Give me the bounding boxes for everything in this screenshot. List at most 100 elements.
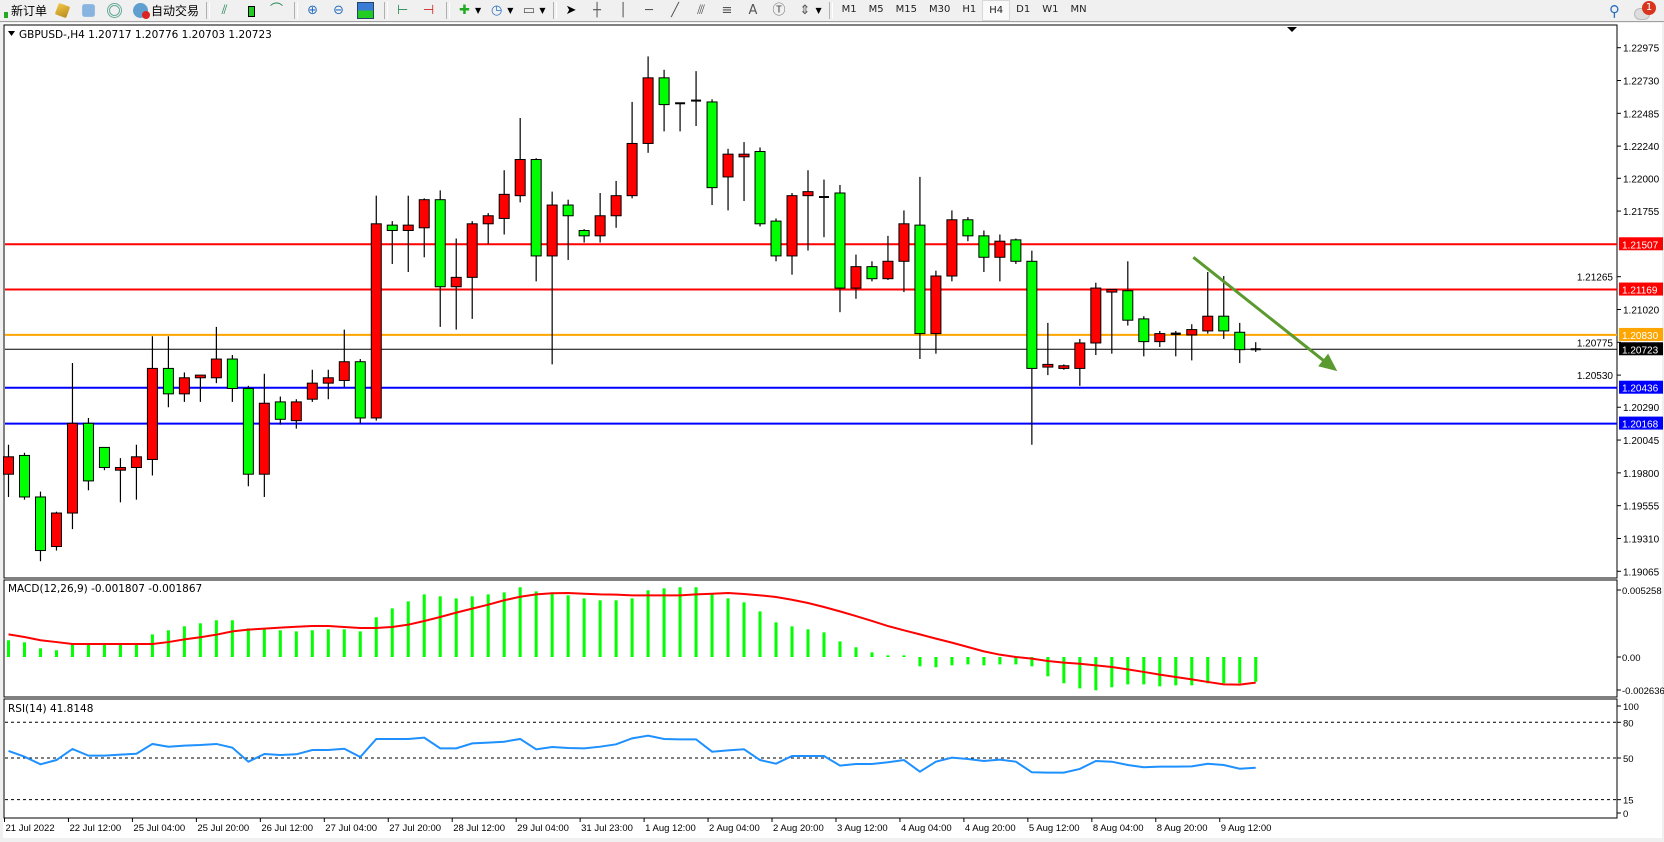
candle-body: [258, 402, 270, 475]
text-label-button[interactable]: Ⓣ: [768, 1, 794, 20]
time-label: 3 Aug 12:00: [837, 823, 888, 834]
price-tick-label: 1.22975: [1623, 44, 1660, 55]
timeframe-m30[interactable]: M30: [929, 4, 951, 15]
time-label: 21 Jul 2022: [6, 823, 55, 834]
auto-trading-button[interactable]: 自动交易: [129, 1, 203, 20]
macd-bar: [1062, 657, 1066, 684]
toolbar-separator: [384, 2, 389, 19]
search-icon[interactable]: ⚲: [1609, 2, 1620, 20]
macd-bar: [374, 617, 378, 657]
candle-body: [194, 374, 206, 379]
timeframe-w1[interactable]: W1: [1042, 4, 1059, 15]
fibonacci-icon: ≡: [721, 3, 733, 18]
new-order-label: 新订单: [11, 4, 48, 18]
price-line-label: 1.20830: [1622, 331, 1659, 342]
price-tick-label: 1.19310: [1623, 534, 1660, 545]
cursor-button[interactable]: ➤: [560, 1, 586, 20]
macd-bar: [582, 598, 586, 657]
equidistant-channel-icon: ⫻: [697, 3, 705, 18]
candle-body: [498, 193, 510, 219]
signals-button[interactable]: [103, 1, 129, 20]
candle-body: [210, 358, 222, 379]
line-chart-icon: ⌒: [270, 3, 284, 18]
indicators-button[interactable]: ✚ ▼: [453, 1, 485, 20]
rsi-line: [8, 734, 1256, 774]
candle-body: [738, 153, 750, 158]
line-chart-button[interactable]: ⌒: [265, 1, 291, 20]
macd-bar: [326, 629, 330, 657]
crosshair-button[interactable]: ┼: [586, 1, 612, 20]
candle-body: [626, 142, 638, 197]
timeframe-h1[interactable]: H1: [962, 4, 977, 15]
new-order-button[interactable]: 新订单: [0, 1, 51, 20]
macd-bar: [22, 642, 26, 657]
macd-bar: [598, 600, 602, 657]
candle-body: [946, 219, 958, 277]
timeframe-d1[interactable]: D1: [1016, 4, 1031, 15]
macd-bar: [262, 629, 266, 657]
bar-chart-button[interactable]: ⫽: [213, 1, 239, 20]
trend-arrow[interactable]: [1192, 256, 1338, 372]
timeframe-h4[interactable]: H4: [982, 0, 1011, 21]
macd-bar: [886, 655, 890, 657]
macd-tick-label: 0.005258: [1622, 586, 1662, 597]
dropdown-arrow-icon: ▼: [507, 6, 514, 15]
zoom-out-button[interactable]: ⊖: [327, 1, 353, 20]
candle-body: [274, 401, 286, 420]
trendline-button[interactable]: ╱: [664, 1, 690, 20]
collapse-triangle-icon[interactable]: [8, 31, 15, 36]
candlestick-button[interactable]: [239, 1, 265, 20]
arrows-button[interactable]: ⇕ ▼: [794, 1, 826, 20]
candle-body: [1138, 318, 1150, 343]
autoscroll-button[interactable]: ⊣: [417, 1, 443, 20]
candle-doji: [1170, 332, 1181, 335]
candle-body: [402, 224, 414, 231]
macd-bar: [678, 587, 682, 657]
dropdown-arrow-icon: ▼: [475, 6, 482, 15]
equidistant-channel-button[interactable]: ⫻: [690, 1, 716, 20]
macd-tick-label: 0.00: [1622, 653, 1641, 664]
navigator-button[interactable]: [77, 1, 103, 20]
chart-shift-marker[interactable]: [1287, 27, 1297, 32]
arrow-shaft: [1192, 256, 1331, 367]
fibonacci-button[interactable]: ≡: [716, 1, 742, 20]
tile-windows-button[interactable]: [353, 1, 381, 20]
timeframe-m15[interactable]: M15: [895, 4, 918, 15]
timeframe-m5[interactable]: M5: [868, 4, 884, 15]
macd-header: MACD(12,26,9) -0.001807 -0.001867: [8, 583, 202, 595]
candle-body: [610, 195, 622, 217]
price-tick-label: 1.20290: [1623, 403, 1660, 414]
zoom-out-icon: ⊖: [333, 3, 344, 18]
macd-bar: [38, 648, 42, 657]
time-label: 25 Jul 20:00: [197, 823, 249, 834]
macd-bar: [566, 595, 570, 657]
autoscroll-icon: ⊣: [422, 3, 435, 18]
periods-button[interactable]: ◷ ▼: [485, 1, 517, 20]
macd-bar: [806, 629, 810, 657]
horizontal-line-button[interactable]: ─: [638, 1, 664, 20]
rsi-tick-label: 100: [1623, 702, 1639, 713]
candle-body: [1186, 329, 1198, 336]
timeframe-mn[interactable]: MN: [1070, 4, 1087, 15]
price-tick-label: 1.20045: [1623, 436, 1660, 447]
macd-bar: [662, 588, 666, 657]
candle-body: [66, 422, 78, 514]
text-button[interactable]: A: [742, 1, 768, 20]
macd-bar: [1094, 657, 1098, 691]
candles: [3, 56, 1261, 562]
time-label: 27 Jul 20:00: [389, 823, 441, 834]
macd-bar: [54, 650, 58, 657]
time-label: 25 Jul 04:00: [133, 823, 185, 834]
templates-button[interactable]: ▭ ▼: [517, 1, 549, 20]
zoom-in-button[interactable]: ⊕: [301, 1, 327, 20]
candle-body: [226, 358, 238, 390]
notifications-button[interactable]: 1: [1634, 1, 1656, 21]
timeframe-m1[interactable]: M1: [841, 4, 857, 15]
chart-shift-button[interactable]: ⊢: [391, 1, 417, 20]
macd-bar: [486, 594, 490, 657]
vertical-line-button[interactable]: │: [612, 1, 638, 20]
auto-trading-icon: [133, 3, 151, 19]
zoom-in-icon: ⊕: [307, 3, 318, 18]
candle-body: [914, 224, 926, 335]
